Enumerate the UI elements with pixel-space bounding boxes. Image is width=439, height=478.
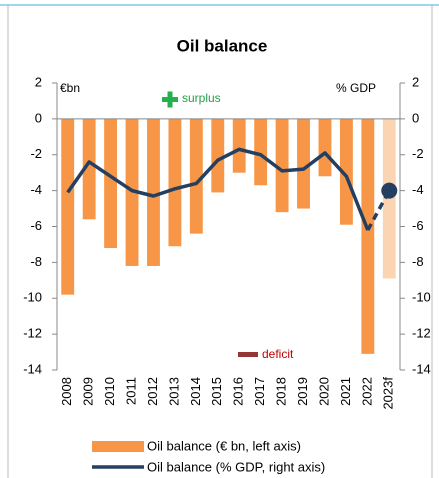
x-tick-label: 2018 [274,377,289,406]
y-tick-label: -14 [23,361,42,376]
legend-label: Oil balance (€ bn, left axis) [147,438,301,453]
y-tick-label: -10 [23,290,42,305]
left-axis-unit: €bn [60,81,80,95]
x-tick-label: 2021 [338,377,353,406]
deficit-icon [238,352,258,357]
x-tick-label: 2022 [359,377,374,406]
bar [211,118,225,193]
x-tick-label: 2009 [81,377,96,406]
y2-tick-label: 2 [412,74,419,89]
y2-tick-label: -8 [412,254,424,269]
bar [254,118,268,186]
bar [275,118,289,213]
y2-tick-label: -10 [412,290,431,305]
y-tick-label: -6 [30,218,42,233]
x-tick-label: 2017 [252,377,267,406]
bar [82,118,96,220]
bar [361,118,375,354]
bar [104,118,118,249]
bar [189,118,203,234]
right-axis-unit: % GDP [336,81,376,95]
surplus-icon [162,91,178,108]
bar [297,118,310,209]
x-tick-label: 2023f [381,377,396,410]
y2-tick-label: -14 [412,361,431,376]
y2-tick-label: 0 [412,110,419,125]
forecast-point [381,182,398,199]
y2-tick-label: -6 [412,218,424,233]
y-tick-label: -4 [30,182,42,197]
y-tick-label: 0 [35,110,42,125]
bar [147,118,160,266]
plus-v [167,91,173,108]
x-tick-label: 2008 [59,377,74,406]
x-tick-label: 2015 [209,377,224,406]
y2-tick-label: -12 [412,326,431,341]
x-tick-label: 2012 [145,377,160,406]
annotation: deficit [262,347,294,361]
y-tick-label: -12 [23,326,42,341]
x-tick-label: 2014 [188,377,203,406]
line [66,147,370,231]
x-tick-label: 2010 [102,377,117,406]
bar [232,118,246,173]
bar [382,118,396,279]
y2-tick-label: -4 [412,182,424,197]
bar [61,118,75,295]
x-tick-label: 2019 [295,377,310,406]
x-tick-label: 2020 [316,377,331,406]
legend-swatch [92,441,144,452]
annotation: surplus [182,91,221,105]
bar [318,118,332,177]
chart-title: Oil balance [177,36,268,55]
y-tick-label: 2 [35,74,42,89]
x-tick-label: 2013 [166,377,181,406]
y-tick-label: -2 [30,146,42,161]
y2-tick-label: -2 [412,146,424,161]
bar [168,118,182,247]
legend-label: Oil balance (% GDP, right axis) [147,459,325,474]
x-tick-label: 2011 [123,377,138,405]
x-tick-label: 2016 [231,377,246,406]
bar [339,118,353,225]
y-tick-label: -8 [30,254,42,269]
